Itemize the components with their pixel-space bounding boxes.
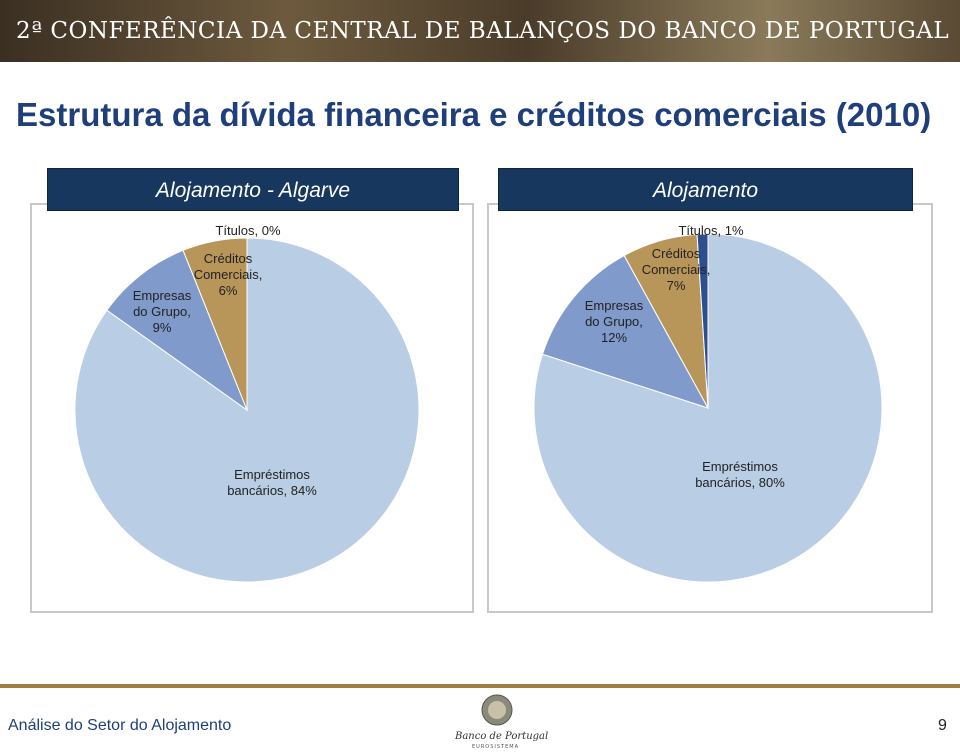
slide-title: Estrutura da dívida financeira e crédito… [16, 96, 932, 133]
data-label: Empresas do Grupo, 9% [132, 288, 192, 335]
data-label: Empresas do Grupo, 12% [584, 298, 644, 345]
data-label: Títulos, 1% [678, 223, 744, 238]
logo-subtext: EUROSISTEMA [472, 744, 519, 750]
footer-text: Análise do Setor do Alojamento [8, 717, 232, 734]
pie-slice [696, 233, 709, 409]
data-label: Créditos Comerciais, 6% [193, 251, 263, 298]
data-label: Empréstimos bancários, 80% [695, 459, 785, 490]
data-label: Títulos, 0% [215, 223, 281, 238]
chart-title: Alojamento [498, 168, 913, 211]
footer-rule [0, 684, 960, 688]
logo-text: Banco de Portugal [455, 731, 549, 742]
pie-slice [182, 237, 248, 411]
pie-slice [541, 254, 710, 409]
logo-emblem [481, 694, 513, 726]
page-number: 9 [938, 717, 947, 734]
pie-slice [106, 249, 249, 412]
pie-slice [74, 237, 420, 583]
chart-title: Alojamento - Algarve [47, 168, 459, 211]
banner: 2ª CONFERÊNCIA DA CENTRAL DE BALANÇOS DO… [0, 0, 960, 62]
data-label: Empréstimos bancários, 84% [227, 467, 317, 498]
emblem [488, 701, 506, 719]
data-label: Créditos Comerciais, 7% [641, 246, 711, 293]
